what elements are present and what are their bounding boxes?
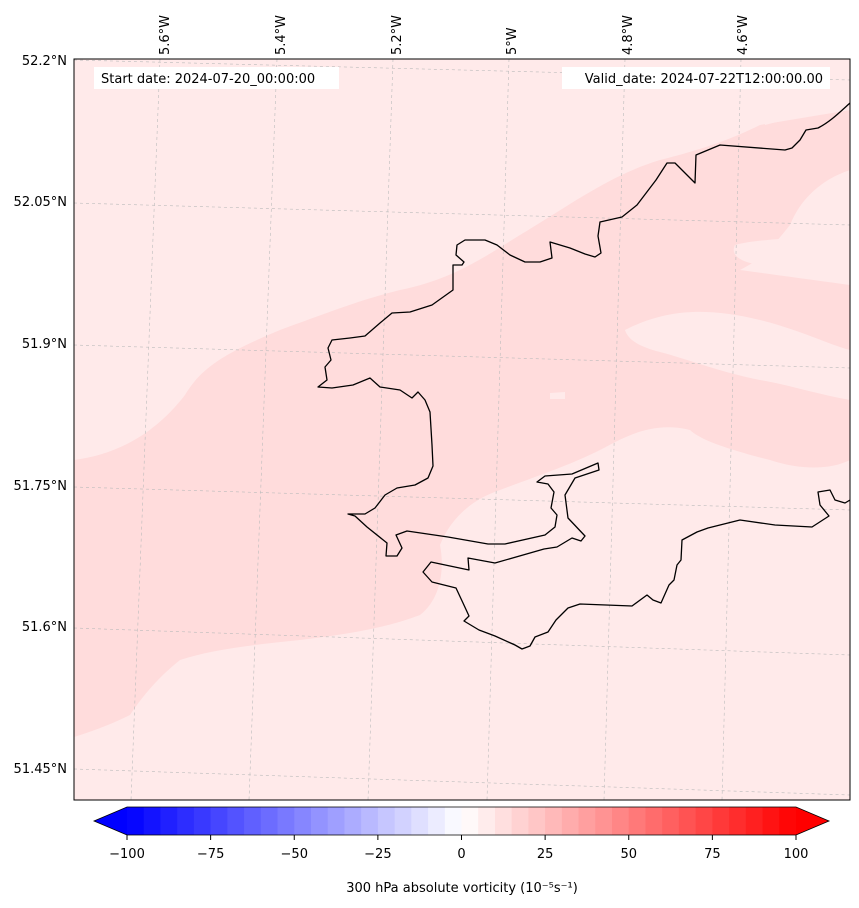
colorbar-segment: [310, 807, 329, 835]
vorticity-patch-light-small: [550, 392, 565, 399]
valid-date-box: [562, 67, 830, 89]
colorbar-segment: [193, 807, 212, 835]
valid-date-label: Valid_date: 2024-07-22T12:00:00.00: [585, 72, 823, 87]
colorbar-segment: [561, 807, 580, 835]
lat-label: 51.9°N: [22, 337, 67, 352]
colorbar-segment: [160, 807, 178, 835]
coastline-segment-north: [317, 102, 850, 650]
colorbar-tick-label: 25: [537, 847, 554, 862]
colorbar-segment: [294, 807, 312, 835]
colorbar-segment: [177, 807, 195, 835]
colorbar-segment: [712, 807, 730, 835]
latitude-labels: 52.2°N 52.05°N 51.9°N 51.75°N 51.6°N 51.…: [14, 54, 67, 777]
colorbar-segment: [612, 807, 630, 835]
lon-label: 5°W: [505, 27, 520, 55]
colorbar-segment: [361, 807, 379, 835]
colorbar-tick-label: 0: [457, 847, 465, 862]
colorbar-segments: [127, 807, 797, 835]
colorbar-max-extension: [796, 807, 829, 835]
colorbar-segment: [127, 807, 145, 835]
colorbar-tick-label: 75: [704, 847, 721, 862]
colorbar-segment: [678, 807, 697, 835]
vorticity-band-medium: [74, 110, 850, 737]
lon-label: 5.4°W: [274, 15, 289, 55]
colorbar-tick-label: −50: [281, 847, 308, 862]
colorbar-segment: [444, 807, 462, 835]
colorbar-segment: [779, 807, 797, 835]
lon-label: 5.6°W: [158, 15, 173, 55]
start-date-box: [94, 67, 339, 89]
lat-label: 51.6°N: [22, 620, 67, 635]
lon-label: 4.8°W: [621, 15, 636, 55]
colorbar-label: 300 hPa absolute vorticity (10⁻⁵s⁻¹): [346, 881, 578, 896]
colorbar-segment: [344, 807, 362, 835]
lat-label: 52.05°N: [14, 195, 67, 210]
lat-label: 51.45°N: [14, 762, 67, 777]
colorbar-segment: [695, 807, 713, 835]
map-frame: [73, 58, 851, 801]
colorbar-segment: [511, 807, 529, 835]
colorbar-segment: [210, 807, 228, 835]
vorticity-patch-light-east: [625, 311, 850, 400]
start-date-label: Start date: 2024-07-20_00:00:00: [101, 72, 315, 87]
colorbar-segment: [461, 807, 479, 835]
colorbar-segment: [595, 807, 613, 835]
colorbar-tick-label: −75: [197, 847, 224, 862]
colorbar-segment: [327, 807, 345, 835]
map-panel: [74, 59, 850, 800]
lon-label: 4.6°W: [736, 15, 751, 55]
colorbar-segment: [260, 807, 279, 835]
colorbar-tick-label: −100: [109, 847, 145, 862]
colorbar-tick-label: 100: [784, 847, 809, 862]
colorbar-segment: [478, 807, 496, 835]
colorbar-segment: [545, 807, 563, 835]
colorbar-tick-label: 50: [620, 847, 637, 862]
lat-label: 52.2°N: [22, 54, 67, 69]
longitude-labels: 5.6°W 5.4°W 5.2°W 5°W 4.8°W 4.6°W: [158, 15, 751, 55]
colorbar-segment: [377, 807, 396, 835]
colorbar-segment: [762, 807, 780, 835]
coastline: [317, 102, 850, 650]
colorbar-segment: [428, 807, 446, 835]
colorbar-segment: [244, 807, 262, 835]
colorbar-segment: [227, 807, 245, 835]
colorbar-segment: [745, 807, 764, 835]
colorbar-segment: [277, 807, 295, 835]
vorticity-patch-light-northeast: [733, 230, 850, 270]
colorbar-segment: [662, 807, 680, 835]
colorbar-segment: [411, 807, 429, 835]
colorbar-segment: [729, 807, 747, 835]
colorbar-segment: [528, 807, 546, 835]
colorbar-segment: [143, 807, 161, 835]
colorbar-min-extension: [94, 807, 127, 835]
colorbar-tick-label: −25: [364, 847, 391, 862]
colorbar-segment: [578, 807, 596, 835]
lat-label: 51.75°N: [14, 479, 67, 494]
colorbar-segment: [494, 807, 513, 835]
lon-label: 5.2°W: [390, 15, 405, 55]
colorbar-segment: [645, 807, 663, 835]
colorbar: −100 −75 −50 −25 0 25 50 75 100 300 hPa absolute…: [92, 806, 831, 896]
colorbar-ticks: −100 −75 −50 −25 0 25 50 75 100: [109, 835, 808, 862]
colorbar-segment: [394, 807, 412, 835]
colorbar-segment: [628, 807, 646, 835]
